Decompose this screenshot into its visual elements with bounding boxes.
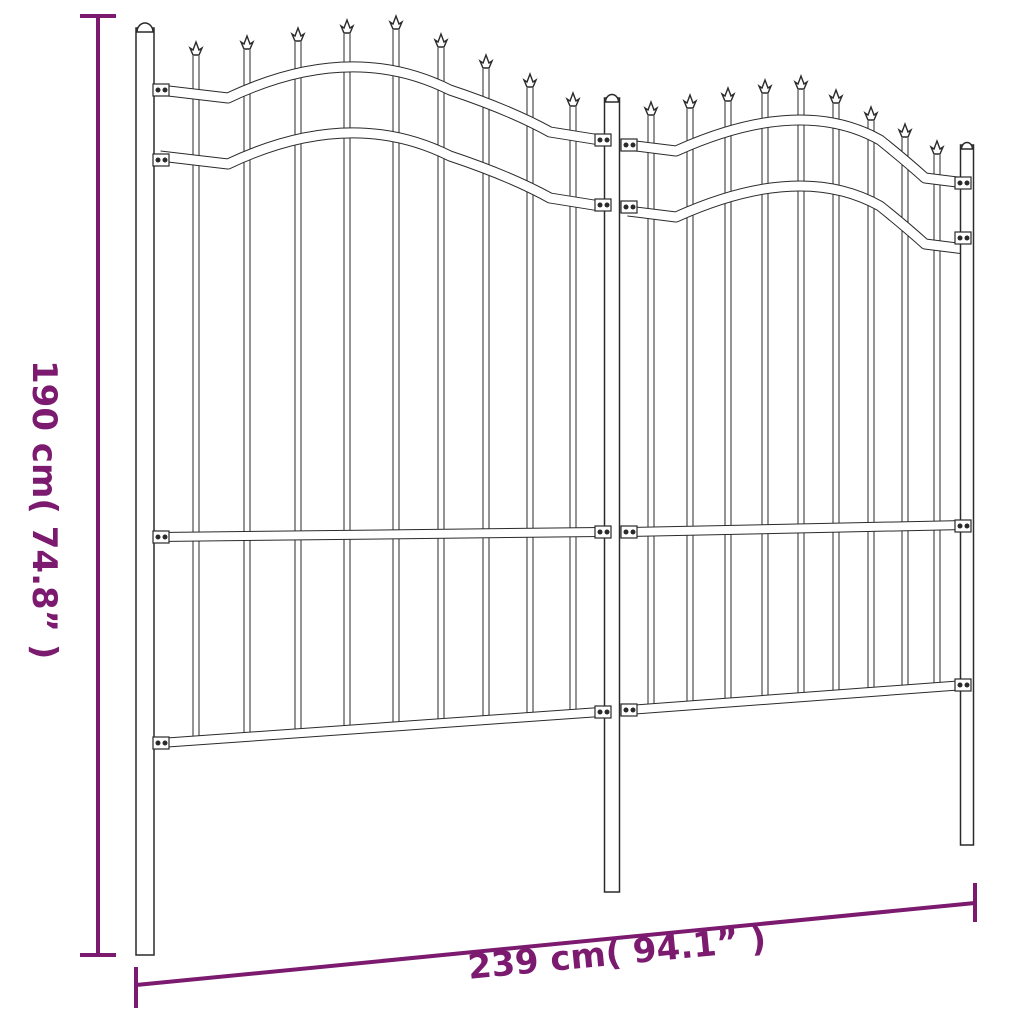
left-bottom-rail-fill [159,708,601,747]
rail-bracket [954,231,972,245]
bolt [964,523,970,529]
bolt [162,740,168,746]
left-top-rail-fill [159,62,601,145]
right-top-rail-fill [627,181,966,254]
picket-finial [433,32,449,48]
picket-finial [339,18,355,34]
fence-post [959,144,975,846]
bolt [604,529,610,535]
picket-finial [522,72,538,88]
bolt [597,709,603,715]
rail-bracket [620,525,638,539]
picket-finial [565,91,581,107]
bolt [964,235,970,241]
height-dimension-label: 190 cm( 74.8” ) [24,360,64,660]
rail-bracket [954,519,972,533]
rail-bracket [594,198,612,212]
right-middle-rail-fill [627,521,966,536]
picket-finial [478,53,494,69]
picket-finial [828,88,844,104]
fence-post [603,97,621,893]
bolt [630,204,636,210]
bolt [630,707,636,713]
rail-bracket [620,138,638,152]
bolt [597,529,603,535]
rail-bracket [152,530,170,544]
picket-finial [929,139,945,155]
fence-post [135,27,155,956]
bolt [162,534,168,540]
bolt [597,137,603,143]
picket-finial [897,122,913,138]
picket-finial [388,14,404,30]
rail-bracket [620,200,638,214]
bolt [155,157,161,163]
rail-bracket [594,525,612,539]
bolt [630,529,636,535]
bolt [957,682,963,688]
bolt [162,157,168,163]
left-top-rail-fill [159,128,601,211]
bolt [155,740,161,746]
picket-finial [720,86,736,102]
bolt [964,682,970,688]
picket-finial [290,26,306,42]
bolt [630,142,636,148]
picket-finial [643,100,659,116]
bolt [623,142,629,148]
picket-finial [863,105,879,121]
rail-bracket [954,678,972,692]
bolt [964,180,970,186]
left-top-rail [159,127,601,212]
rail-bracket [594,705,612,719]
rail-bracket [594,133,612,147]
bolt [957,235,963,241]
post-cap [604,93,620,103]
picket-finial [757,78,773,94]
bolt [623,707,629,713]
post-cap [960,141,974,150]
picket-finial [188,40,204,56]
rail-bracket [620,703,638,717]
right-bottom-rail-fill [627,681,966,714]
left-middle-rail-fill [159,528,601,541]
picket-finial [793,74,809,90]
bolt [957,180,963,186]
rail-bracket [152,736,170,750]
bolt [604,137,610,143]
bolt [957,523,963,529]
rail-bracket [152,83,170,97]
post-cap [136,22,154,33]
bolt [623,529,629,535]
rail-bracket [152,153,170,167]
bolt [597,202,603,208]
bolt [162,87,168,93]
bolt [604,202,610,208]
picket-finial [682,93,698,109]
right-top-rail-fill [627,115,966,188]
bolt [623,204,629,210]
rail-bracket [954,176,972,190]
bolt [155,87,161,93]
width-dimension-line [135,901,976,987]
picket-finial [239,34,255,50]
bolt [155,534,161,540]
bolt [604,709,610,715]
